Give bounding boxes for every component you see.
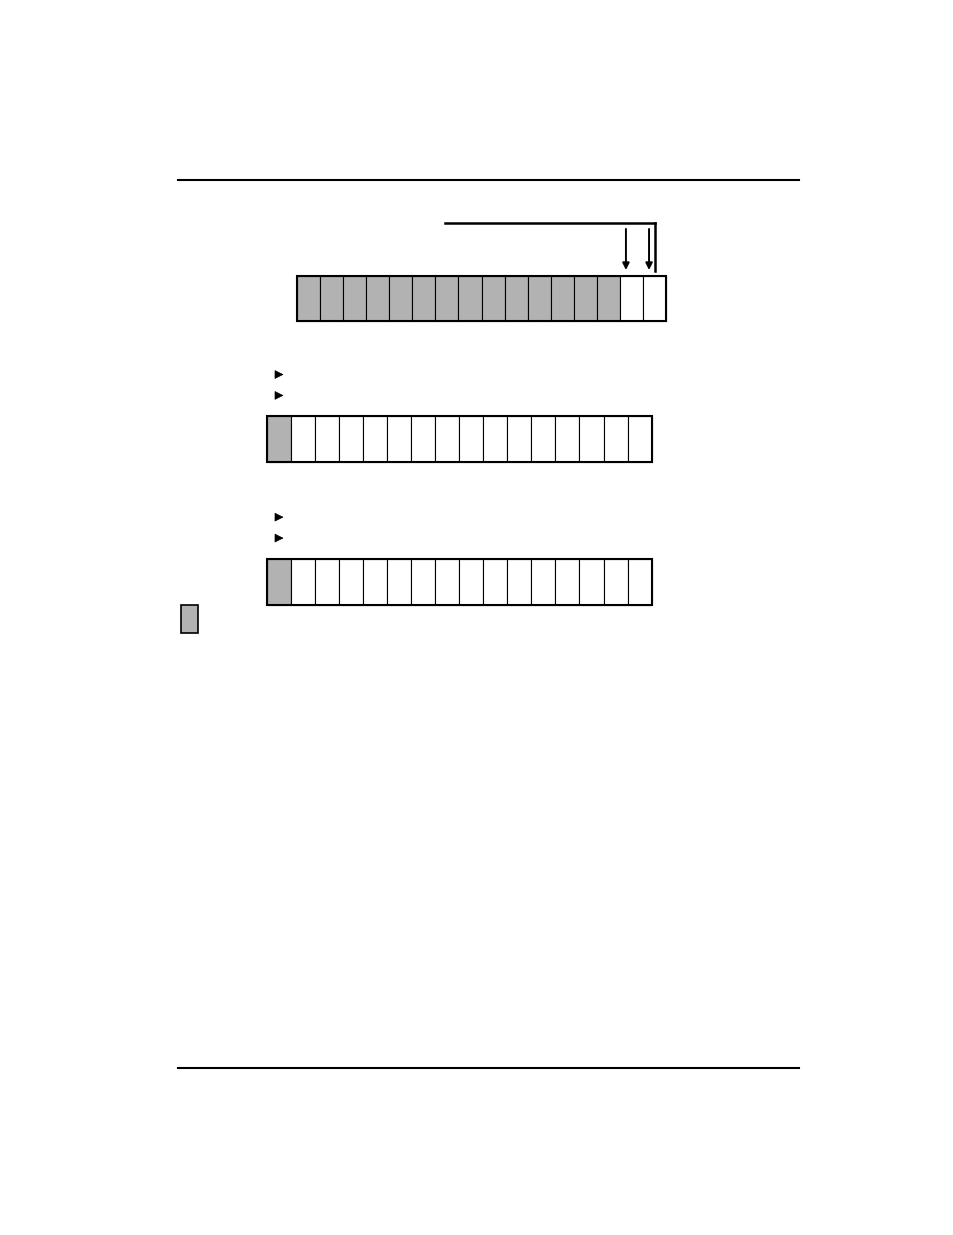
Bar (507, 559, 531, 605)
Bar (642, 275, 665, 321)
Bar (555, 559, 578, 605)
Bar (296, 275, 319, 321)
Bar (411, 416, 435, 462)
Bar (296, 275, 665, 321)
Bar (314, 416, 339, 462)
Bar (387, 416, 411, 462)
Bar (627, 559, 651, 605)
Bar (291, 559, 314, 605)
Bar (267, 416, 651, 462)
Bar (483, 559, 507, 605)
Bar (619, 275, 642, 321)
Bar (531, 559, 555, 605)
Bar (459, 559, 483, 605)
Bar (389, 275, 412, 321)
Bar (387, 559, 411, 605)
Bar (603, 416, 627, 462)
Bar (459, 416, 483, 462)
Bar (531, 416, 555, 462)
Bar (319, 275, 342, 321)
Bar (527, 275, 550, 321)
Bar (181, 605, 197, 634)
Bar (339, 416, 363, 462)
Bar (435, 559, 459, 605)
Bar (578, 416, 603, 462)
Bar (314, 559, 339, 605)
Bar (458, 275, 481, 321)
Bar (555, 416, 578, 462)
Bar (627, 416, 651, 462)
Bar (578, 559, 603, 605)
Bar (267, 416, 291, 462)
Bar (574, 275, 597, 321)
Bar (363, 559, 387, 605)
Bar (412, 275, 435, 321)
Bar (339, 559, 363, 605)
Bar (267, 559, 651, 605)
Bar (411, 559, 435, 605)
Bar (342, 275, 366, 321)
Bar (507, 416, 531, 462)
Bar (550, 275, 574, 321)
Bar (597, 275, 619, 321)
Bar (267, 559, 291, 605)
Bar (363, 416, 387, 462)
Bar (481, 275, 504, 321)
Bar (504, 275, 527, 321)
Bar (366, 275, 389, 321)
Bar (483, 416, 507, 462)
Bar (291, 416, 314, 462)
Bar (603, 559, 627, 605)
Bar (435, 275, 458, 321)
Bar (435, 416, 459, 462)
